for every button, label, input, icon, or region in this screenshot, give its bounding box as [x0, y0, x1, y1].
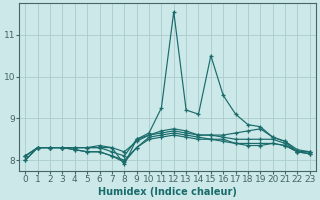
X-axis label: Humidex (Indice chaleur): Humidex (Indice chaleur) [98, 187, 237, 197]
